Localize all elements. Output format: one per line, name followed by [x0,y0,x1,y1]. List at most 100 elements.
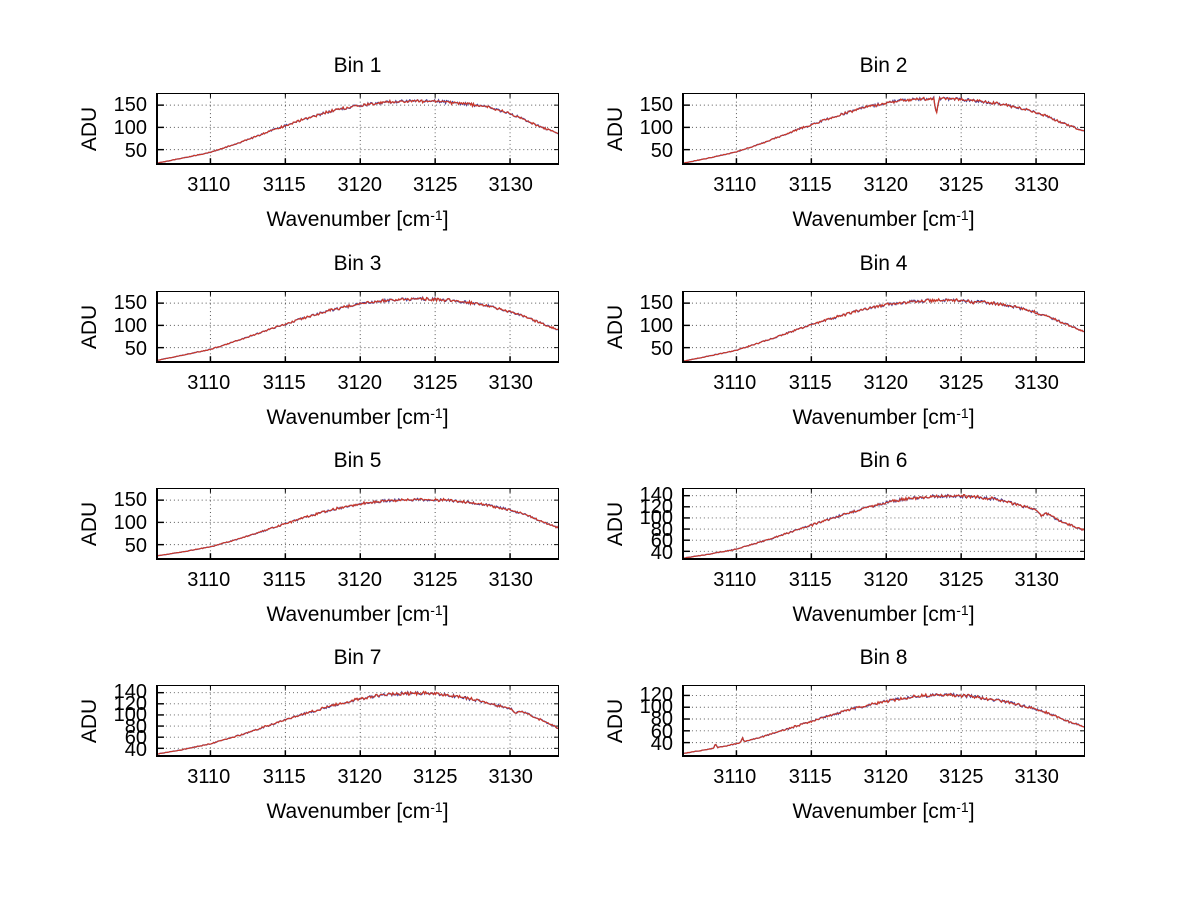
plot-title: Bin 5 [333,449,382,472]
plot-area [156,685,559,757]
y-tick-label: 140 [639,483,673,506]
x-tick-label: 3130 [488,766,533,788]
spectrum-plot-svg [684,94,1084,163]
plot-title: Bin 2 [859,54,908,77]
x-tick-label: 3125 [938,766,984,788]
plot-title: Bin 1 [333,54,382,77]
x-axis-label: Wavenumber [cm-1] [266,799,449,823]
spectrum-plot-svg [684,489,1084,558]
spectrum-plot-svg [684,292,1084,361]
x-axis-label: Wavenumber [cm-1] [792,207,975,231]
plot-area [682,93,1085,165]
spectrum-plot-svg [158,686,558,755]
y-tick-label: 50 [650,338,673,361]
series-line-blue [158,295,558,361]
y-tick-label: 50 [650,140,673,163]
x-tick-label: 3115 [262,766,306,788]
subplot-bin-2: Bin 2 ADU Wavenumber [cm-1] 3110 3115 3120… [604,55,1085,231]
plot-title: Bin 8 [859,646,908,669]
y-tick-label: 60 [124,727,147,750]
x-tick-label: 3115 [788,766,832,788]
x-tick-label: 3125 [938,174,984,196]
x-tick-label: 3130 [488,174,533,196]
x-tick-label: 3110 [187,569,231,591]
y-tick-label: 100 [113,704,147,727]
x-tick-label: 3120 [337,174,383,196]
plot-title: Bin 6 [859,449,908,472]
series-line-red [158,98,558,163]
x-tick-label: 3120 [337,372,383,394]
plot-area [682,291,1085,363]
x-tick-label: 3110 [713,569,757,591]
x-tick-label: 3120 [863,372,909,394]
y-tick-label: 100 [639,507,673,530]
y-tick-label: 60 [650,530,673,553]
plot-area [682,685,1085,757]
y-tick-label: 150 [113,488,147,511]
x-tick-label: 3125 [938,569,984,591]
spectrum-plot-svg [158,94,558,163]
x-tick-label: 3130 [1014,766,1059,788]
y-tick-label: 100 [639,116,673,139]
x-tick-label: 3130 [488,569,533,591]
series-line-red [684,297,1084,361]
y-tick-label: 50 [124,338,147,361]
subplot-bin-7: Bin 7 ADU Wavenumber [cm-1] 3110 3115 3120… [78,647,559,823]
y-tick-label: 120 [639,495,673,518]
plot-area [156,93,559,165]
y-tick-label: 150 [113,291,147,314]
x-tick-label: 3110 [187,174,231,196]
y-tick-label: 80 [650,518,673,541]
y-tick-label: 120 [639,683,673,706]
y-tick-label: 100 [113,314,147,337]
plot-title: Bin 3 [333,252,382,275]
x-tick-label: 3110 [187,766,231,788]
y-tick-label: 100 [639,696,673,719]
x-tick-label: 3125 [938,372,984,394]
x-axis-label: Wavenumber [cm-1] [792,602,975,626]
series-line-red [158,296,558,361]
x-tick-label: 3110 [713,766,757,788]
x-tick-label: 3110 [713,372,757,394]
y-tick-label: 100 [113,511,147,534]
x-axis-label: Wavenumber [cm-1] [266,602,449,626]
y-tick-label: 40 [124,739,147,762]
x-tick-label: 3115 [262,174,306,196]
subplot-bin-4: Bin 4 ADU Wavenumber [cm-1] 3110 3115 3120… [604,253,1085,429]
series-line-red [684,692,1084,754]
series-line-red [158,497,558,557]
x-tick-label: 3115 [788,372,832,394]
y-tick-label: 80 [650,708,673,731]
plot-area [682,488,1085,560]
y-tick-label: 40 [650,542,673,565]
y-tick-label: 100 [113,116,147,139]
y-tick-label: 140 [113,680,147,703]
x-tick-label: 3120 [337,569,383,591]
y-tick-label: 80 [124,715,147,738]
y-tick-label: 100 [639,314,673,337]
plot-title: Bin 7 [333,646,382,669]
subplot-bin-8: Bin 8 ADU Wavenumber [cm-1] 3110 3115 3120… [604,647,1085,823]
series-line-red [684,493,1084,558]
x-tick-label: 3120 [863,174,909,196]
subplot-bin-5: Bin 5 ADU Wavenumber [cm-1] 3110 3115 3120… [78,450,559,626]
subplot-bin-3: Bin 3 ADU Wavenumber [cm-1] 3110 3115 3120… [78,253,559,429]
y-tick-label: 150 [113,93,147,116]
x-tick-label: 3125 [412,766,458,788]
spectrum-plot-svg [158,489,558,558]
y-tick-label: 60 [650,720,673,743]
y-tick-label: 50 [124,140,147,163]
x-tick-label: 3110 [187,372,231,394]
x-tick-label: 3130 [1014,569,1059,591]
y-tick-label: 150 [639,93,673,116]
series-line-red [158,690,558,755]
x-tick-label: 3115 [262,569,306,591]
x-tick-label: 3130 [1014,174,1059,196]
x-tick-label: 3125 [412,174,458,196]
series-line-blue [684,95,1084,163]
x-tick-label: 3115 [262,372,306,394]
plot-area [156,488,559,560]
y-tick-label: 150 [639,291,673,314]
y-tick-label: 40 [650,733,673,756]
